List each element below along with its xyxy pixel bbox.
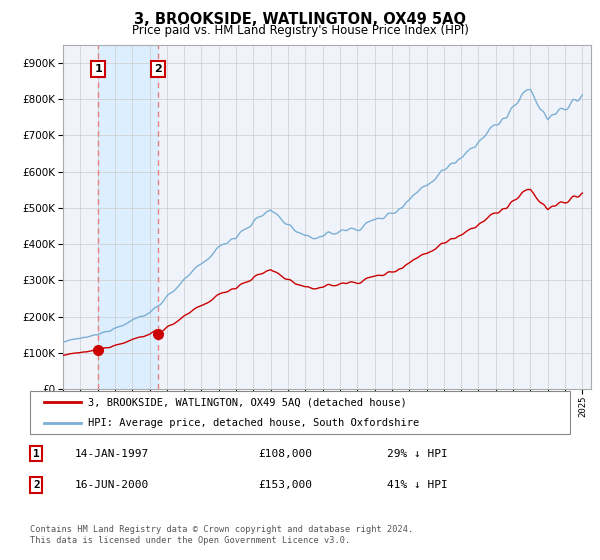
Text: 14-JAN-1997: 14-JAN-1997 (74, 449, 148, 459)
Text: HPI: Average price, detached house, South Oxfordshire: HPI: Average price, detached house, Sout… (88, 418, 419, 428)
Text: Price paid vs. HM Land Registry's House Price Index (HPI): Price paid vs. HM Land Registry's House … (131, 24, 469, 37)
Text: 16-JUN-2000: 16-JUN-2000 (74, 480, 148, 490)
Text: Contains HM Land Registry data © Crown copyright and database right 2024.
This d: Contains HM Land Registry data © Crown c… (30, 525, 413, 545)
Text: 2: 2 (33, 480, 40, 490)
Bar (98, 45, 158, 389)
Text: £153,000: £153,000 (259, 480, 313, 490)
Text: 29% ↓ HPI: 29% ↓ HPI (387, 449, 448, 459)
Text: 41% ↓ HPI: 41% ↓ HPI (387, 480, 448, 490)
Text: 3, BROOKSIDE, WATLINGTON, OX49 5AQ: 3, BROOKSIDE, WATLINGTON, OX49 5AQ (134, 12, 466, 27)
Text: 1: 1 (33, 449, 40, 459)
FancyBboxPatch shape (30, 391, 570, 434)
Text: 3, BROOKSIDE, WATLINGTON, OX49 5AQ (detached house): 3, BROOKSIDE, WATLINGTON, OX49 5AQ (deta… (88, 397, 407, 407)
Text: £108,000: £108,000 (259, 449, 313, 459)
Text: 2: 2 (154, 64, 161, 74)
Text: 1: 1 (94, 64, 102, 74)
